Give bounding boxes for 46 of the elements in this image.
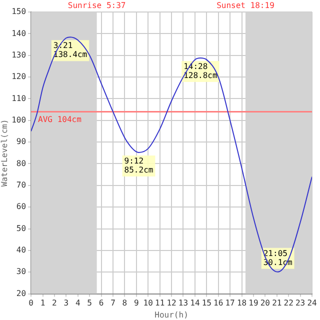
x-tick-label: 15 [202, 298, 212, 308]
x-tick-label: 9 [134, 298, 139, 308]
y-tick-label: 150 [12, 7, 26, 16]
x-tick-label: 14 [190, 298, 200, 308]
y-tick-label: 90 [16, 137, 26, 146]
y-tick-label: 110 [12, 94, 26, 103]
x-tick-label: 18 [236, 298, 247, 308]
y-tick-label: 120 [12, 72, 26, 82]
line-series [31, 36, 312, 272]
annotation: 9:12 85.2cm [124, 156, 154, 175]
x-tick-label: 19 [248, 298, 258, 308]
x-tick-label: 10 [143, 298, 154, 308]
x-tick-label: 16 [214, 298, 224, 308]
y-tick-label: 20 [16, 288, 26, 298]
y-tick-label: 100 [12, 115, 26, 124]
x-tick-label: 8 [122, 298, 128, 308]
y-tick-label: 30 [16, 267, 26, 276]
y-tick-label: 80 [16, 158, 26, 168]
x-tick-label: 7 [110, 298, 116, 308]
ref-line-label: AVG 104cm [38, 114, 82, 124]
band-label: Sunrise 5:37 [68, 1, 126, 10]
x-tick-label: 24 [307, 298, 317, 308]
y-tick-label: 40 [16, 246, 26, 255]
x-tick-label: 20 [260, 298, 270, 308]
y-tick-label: 60 [16, 202, 26, 212]
x-tick-label: 1 [40, 298, 46, 308]
y-tick-label: 130 [12, 50, 26, 60]
y-axis-title: WaterLevel(cm) [0, 119, 9, 187]
x-tick-label: 21 [272, 298, 282, 308]
band-label: Sunset 18:19 [216, 1, 275, 10]
x-tick-label: 13 [178, 298, 188, 308]
x-tick-label: 17 [225, 298, 236, 308]
x-tick-label: 0 [28, 298, 34, 308]
x-tick-label: 5 [87, 298, 92, 308]
y-tick-label: 140 [12, 28, 26, 38]
x-tick-label: 23 [295, 298, 306, 308]
x-tick-label: 2 [52, 298, 58, 308]
x-tick-label: 6 [98, 298, 104, 308]
x-tick-label: 12 [166, 298, 177, 308]
y-tick-label: 50 [16, 224, 26, 233]
x-tick-label: 22 [284, 298, 294, 308]
x-tick-label: 11 [155, 298, 165, 308]
x-tick-label: 3 [64, 298, 69, 308]
y-tick-label: 70 [16, 180, 26, 190]
x-axis-title: Hour(h) [154, 310, 188, 320]
x-tick-label: 4 [75, 298, 80, 308]
